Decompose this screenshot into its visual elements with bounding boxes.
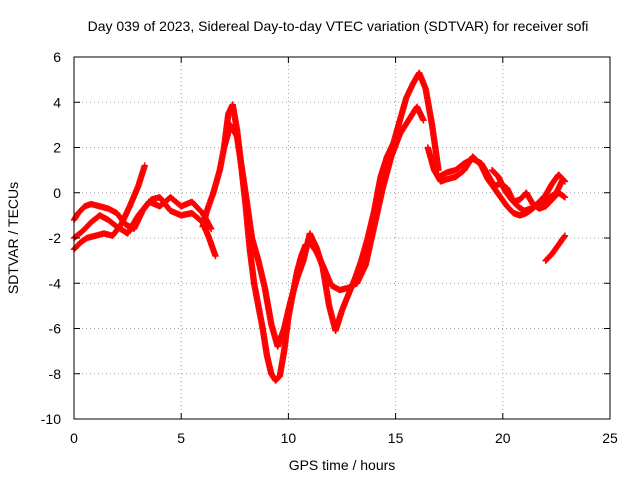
y-tick-label: -2 <box>49 230 62 246</box>
y-tick-label: 0 <box>53 185 61 201</box>
y-tick-label: 4 <box>53 94 61 110</box>
x-tick-label: 15 <box>388 430 404 446</box>
series-sofi-arc-1 <box>70 162 148 253</box>
y-tick-label: -6 <box>49 321 62 337</box>
chart-title: Day 039 of 2023, Sidereal Day-to-day VTE… <box>88 18 589 34</box>
series-sofi-arc-3 <box>70 194 215 242</box>
data-point <box>561 232 569 239</box>
y-axis-label: SDTVAR / TECUs <box>5 182 21 294</box>
data-points <box>70 69 569 384</box>
series-sofi-arc-5 <box>220 69 442 350</box>
x-tick-label: 10 <box>281 430 297 446</box>
trace-marker <box>561 233 568 240</box>
y-tick-label: -8 <box>49 366 62 382</box>
series-sofi-arc-7 <box>435 155 569 212</box>
x-axis-label: GPS time / hours <box>289 457 396 473</box>
y-tick-label: 6 <box>53 49 61 65</box>
data-point <box>420 117 427 124</box>
data-point <box>212 252 219 260</box>
series-sofi-arc-8 <box>488 166 567 215</box>
axis-ticks: 0 5 10 15 20 25 -10 -8 -6 -4 -2 0 2 4 6 <box>41 49 618 446</box>
grid <box>74 57 610 419</box>
y-tick-label: -4 <box>49 275 62 291</box>
x-tick-label: 20 <box>495 430 511 446</box>
data-point <box>208 225 215 233</box>
series-sofi-arc-9 <box>542 232 569 264</box>
x-tick-label: 25 <box>602 430 618 446</box>
x-tick-label: 5 <box>177 430 185 446</box>
data-point <box>141 162 148 169</box>
data-point <box>561 194 569 201</box>
y-tick-label: 2 <box>53 140 61 156</box>
y-tick-label: -10 <box>41 411 61 427</box>
data-point <box>559 175 567 183</box>
x-tick-label: 0 <box>70 430 78 446</box>
